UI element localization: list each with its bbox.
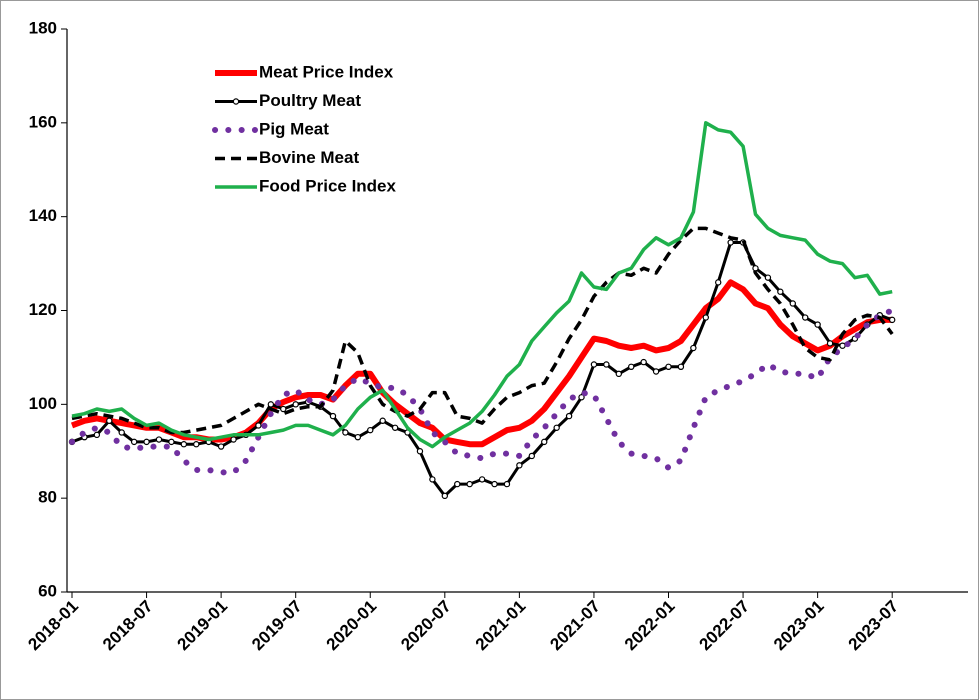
legend: Meat Price Index Poultry Meat Pig Meat Bovi…: [205, 55, 430, 210]
series-line: [69, 307, 896, 476]
y-tick-label: 140: [29, 206, 57, 225]
point: [541, 438, 548, 446]
point: [603, 361, 610, 368]
point: [441, 492, 449, 500]
point: [180, 441, 188, 448]
point: [491, 480, 498, 488]
point: [280, 405, 287, 413]
legend-label: Bovine Meat: [259, 148, 359, 167]
point: [143, 438, 150, 446]
point: [466, 480, 473, 488]
point: [379, 417, 386, 424]
series-line: [71, 121, 893, 449]
point: [168, 438, 175, 446]
point: [454, 480, 461, 488]
point: [839, 342, 846, 349]
point: [217, 443, 225, 450]
point: [130, 438, 138, 446]
legend-label: Poultry Meat: [259, 91, 361, 110]
point: [93, 431, 101, 439]
point: [429, 476, 436, 483]
point: [367, 426, 374, 434]
point: [106, 417, 113, 424]
point: [677, 363, 685, 370]
point: [777, 288, 784, 295]
point: [553, 424, 560, 431]
point: [826, 340, 834, 347]
y-tick-label: 180: [29, 18, 57, 37]
legend-label: Pig Meat: [259, 119, 329, 138]
point: [516, 462, 523, 469]
point: [528, 452, 536, 460]
point: [888, 316, 896, 324]
point: [665, 363, 672, 370]
y-tick-label: 120: [29, 300, 57, 319]
point: [565, 412, 573, 420]
y-tick-label: 60: [38, 581, 57, 600]
point: [814, 321, 821, 328]
point: [292, 401, 299, 408]
y-tick-label: 100: [29, 394, 57, 413]
point: [230, 436, 237, 443]
point: [652, 368, 660, 375]
point: [578, 394, 585, 401]
point: [416, 448, 424, 455]
point: [118, 429, 125, 436]
y-tick-label: 160: [29, 112, 57, 131]
point: [715, 279, 722, 286]
point: [802, 314, 809, 321]
point: [702, 314, 709, 321]
point: [615, 370, 622, 378]
point: [590, 361, 598, 368]
point: [342, 429, 349, 436]
legend-label: Food Price Index: [259, 176, 397, 195]
point: [193, 441, 200, 448]
point: [727, 239, 734, 246]
point: [640, 358, 647, 366]
legend-label: Meat Price Index: [259, 62, 394, 81]
legend-marker: [232, 98, 240, 105]
point: [267, 401, 275, 408]
point: [329, 412, 337, 420]
point: [752, 265, 759, 272]
y-tick-label: 80: [38, 488, 57, 507]
point: [503, 480, 511, 488]
point: [789, 300, 796, 307]
point: [478, 476, 486, 483]
point: [628, 363, 635, 370]
point: [391, 424, 399, 431]
point: [354, 433, 362, 441]
point: [764, 274, 772, 281]
point: [690, 344, 697, 352]
series-line: [71, 226, 894, 435]
point: [155, 436, 163, 443]
point: [255, 422, 262, 429]
